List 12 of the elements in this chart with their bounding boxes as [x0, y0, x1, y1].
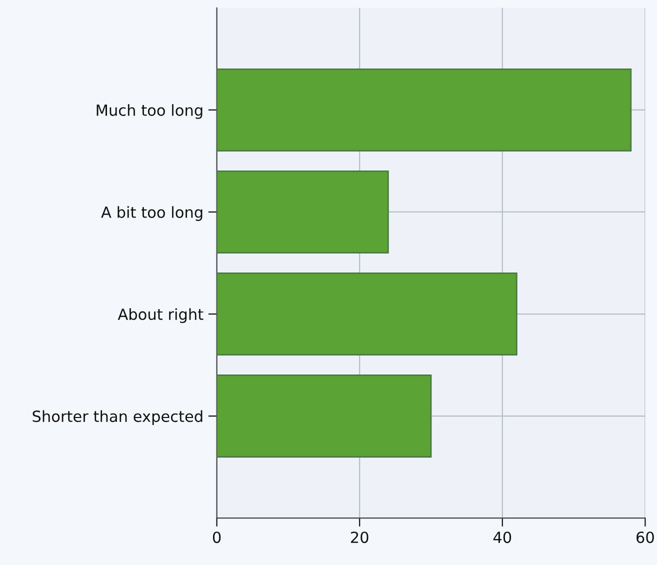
y-tick-label: A bit too long: [101, 206, 202, 221]
bar: [216, 374, 432, 458]
y-tick-label: Much too long: [96, 104, 202, 119]
bar: [216, 170, 389, 254]
x-tick-label: 40: [493, 532, 512, 544]
bar: [216, 272, 518, 356]
bar: [216, 68, 632, 152]
x-tick-label: 60: [636, 532, 654, 544]
x-tick-label: 0: [212, 532, 221, 544]
y-tick-label: About right: [118, 308, 204, 324]
y-tick-label: Shorter than expected: [32, 410, 202, 426]
x-tick-label: 20: [350, 532, 368, 544]
